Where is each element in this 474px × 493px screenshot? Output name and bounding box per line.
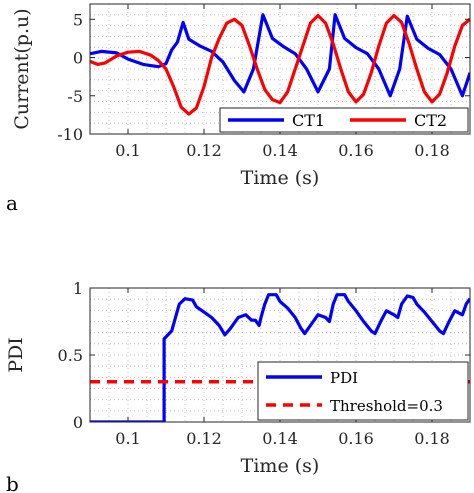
- chart-b: 0.1 0.12 0.14 0.16 0.18 1 0.5 0 Time (s) PDI PDI Th…: [5, 279, 471, 477]
- series-line-a-0: [90, 13, 470, 98]
- x-tick-label-a: 0.18: [414, 141, 450, 160]
- y-tick-label-a: 0: [73, 49, 83, 68]
- panel-b-label: b: [6, 472, 19, 493]
- x-tick-label-a: 0.12: [186, 141, 222, 160]
- legend-label-b-1: Threshold=0.3: [330, 397, 443, 415]
- x-tick-label-b: 0.14: [262, 429, 298, 448]
- chart-a: 0.1 0.12 0.14 0.16 0.18 5 0 -5 -10 Time (s) Curren…: [11, 3, 471, 189]
- y-tick-label-a: 5: [73, 10, 83, 29]
- y-tick-label-a: -5: [67, 87, 83, 106]
- legend-label-a-0: CT1: [292, 111, 325, 130]
- series-line-b-0: [90, 293, 470, 422]
- x-tick-label-b: 0.1: [115, 429, 140, 448]
- x-tick-label-a: 0.14: [262, 141, 298, 160]
- series-line-a-1: [90, 13, 470, 116]
- y-axis-label-b: PDI: [5, 337, 27, 373]
- x-tick-label-b: 0.12: [186, 429, 222, 448]
- legend-label-a-1: CT2: [414, 111, 447, 130]
- legend-label-b-0: PDI: [330, 369, 358, 387]
- x-tick-label-b: 0.18: [414, 429, 450, 448]
- y-tick-label-a: -10: [57, 125, 83, 144]
- panel-a-label: a: [6, 191, 18, 215]
- x-axis-label-a: Time (s): [241, 167, 320, 189]
- y-tick-label-b: 0: [73, 413, 83, 432]
- x-tick-label-a: 0.1: [115, 141, 140, 160]
- x-tick-label-a: 0.16: [338, 141, 374, 160]
- legend-box-b: [257, 361, 469, 421]
- x-axis-label-b: Time (s): [241, 455, 320, 477]
- x-tick-label-b: 0.16: [338, 429, 374, 448]
- y-axis-label-a: Current(p.u): [11, 8, 33, 129]
- y-tick-label-b: 1: [73, 279, 83, 298]
- y-tick-label-b: 0.5: [58, 346, 83, 365]
